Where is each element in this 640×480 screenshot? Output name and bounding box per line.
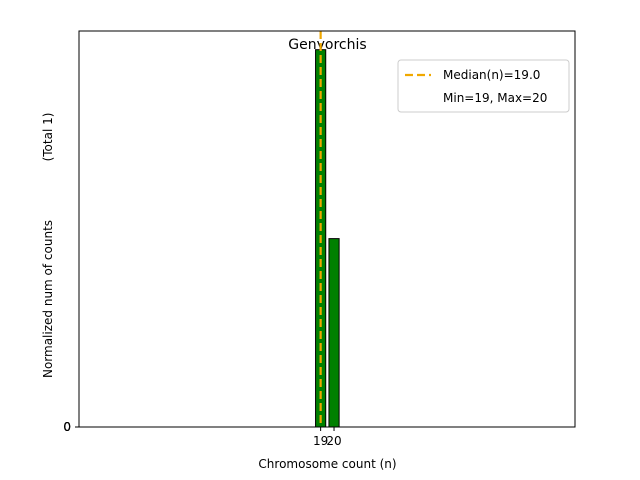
y-tick-label-0: 0 <box>63 420 71 434</box>
y-tick-label-2: 0 <box>63 420 71 434</box>
bars-group <box>315 49 340 428</box>
chart-title: Genyorchis <box>288 37 366 53</box>
legend-entry-median: Median(n)=19.0 <box>443 68 540 82</box>
legend: Median(n)=19.0 Min=19, Max=20 <box>397 59 570 113</box>
legend-entry-min-max: Min=19, Max=20 <box>443 91 547 105</box>
legend-box <box>397 59 570 113</box>
x-tick-label-20: 20 <box>326 434 341 448</box>
y-tick-label-1: 0 <box>63 420 71 434</box>
plot-frame <box>78 30 576 428</box>
x-tick-label-19: 19 <box>313 434 328 448</box>
y-axis-ticks: 000 <box>63 420 79 434</box>
x-axis-label: Chromosome count (n) <box>258 457 396 471</box>
bar-20 <box>328 238 340 428</box>
y-axis-total-note: (Total 1) <box>41 113 55 162</box>
y-axis-label: Normalized num of counts <box>41 220 55 378</box>
